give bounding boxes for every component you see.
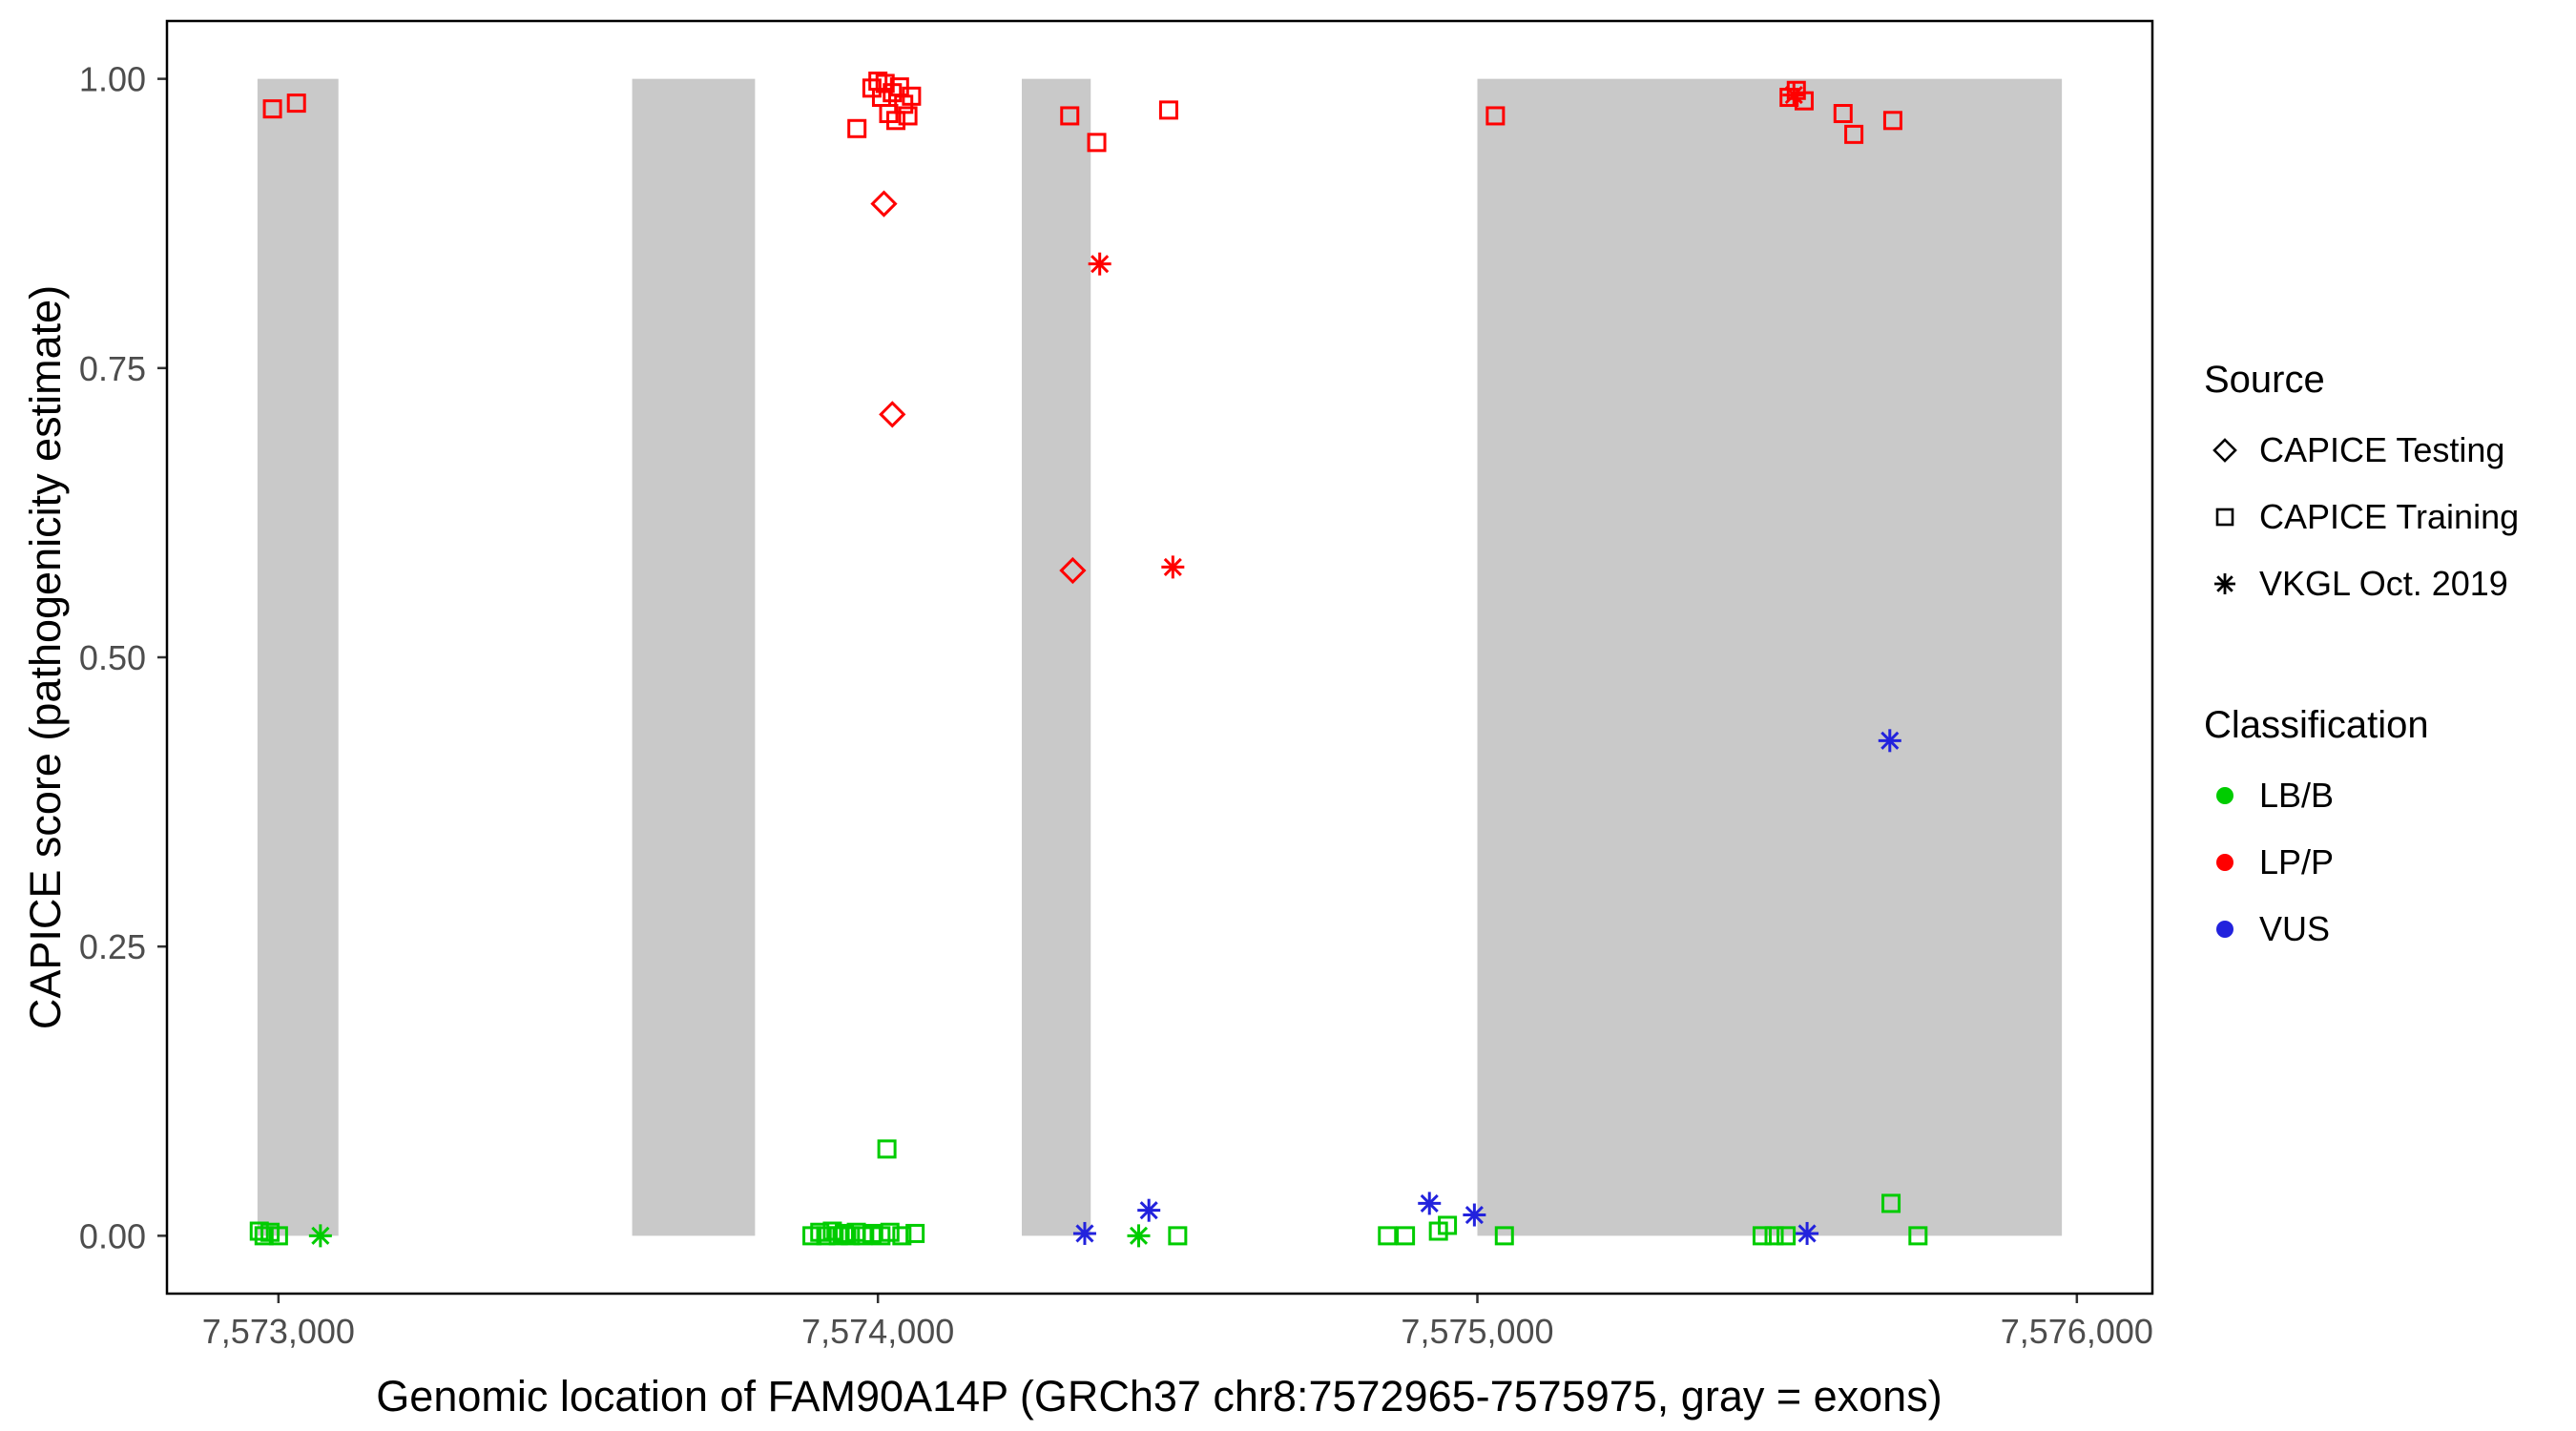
legend: Source CAPICE Testing CAPICE Training VKGL… <box>2204 358 2519 963</box>
data-point <box>828 1226 848 1246</box>
legend-item-source-capice-testing: CAPICE Testing <box>2204 417 2519 484</box>
data-point <box>1158 100 1178 120</box>
panel-border-rect <box>165 19 2154 1296</box>
data-point <box>268 1226 288 1246</box>
data-point <box>841 1226 861 1246</box>
data-point <box>1881 1193 1901 1213</box>
legend-item-class-lp-p: LP/P <box>2204 829 2519 896</box>
legend-item-source-capice-training: CAPICE Training <box>2204 484 2519 550</box>
color-dot-icon <box>2216 921 2233 938</box>
x-tick-label: 7,576,000 <box>2001 1312 2153 1351</box>
data-point <box>1418 1192 1442 1215</box>
diamond-icon <box>2212 438 2237 463</box>
exon-band <box>257 78 339 1236</box>
data-point <box>1438 1215 1458 1235</box>
x-axis-title: Genomic location of FAM90A14P (GRCh37 ch… <box>376 1372 1942 1421</box>
data-point <box>880 1222 900 1242</box>
data-point <box>1088 252 1111 276</box>
data-point <box>1494 1226 1514 1246</box>
legend-item-class-vus: VUS <box>2204 896 2519 963</box>
data-point <box>1908 1226 1928 1246</box>
legend-item-label: CAPICE Testing <box>2259 430 2505 469</box>
data-point <box>1378 1226 1398 1246</box>
data-point <box>1059 556 1087 585</box>
legend-item-label: VUS <box>2259 909 2331 948</box>
data-point <box>816 1226 836 1246</box>
data-point <box>249 1221 269 1241</box>
legend-item-label: VKGL Oct. 2019 <box>2259 564 2508 603</box>
data-point <box>1764 1226 1784 1246</box>
y-tick-label: 0.50 <box>79 638 146 677</box>
exon-band <box>1477 78 2063 1236</box>
data-point <box>1137 1198 1161 1222</box>
data-point <box>822 1221 842 1241</box>
axes: 7,573,000 7,574,000 7,575,000 7,576,000 0.00… <box>79 60 2153 1351</box>
data-point <box>1161 555 1185 579</box>
y-tick-label: 0.00 <box>79 1216 146 1255</box>
data-point <box>262 99 282 119</box>
data-point <box>1072 1221 1096 1245</box>
data-point <box>1396 1226 1416 1246</box>
data-point <box>870 190 898 218</box>
exon-band <box>632 78 756 1236</box>
legend-classification-entries: LB/B LP/P VUS <box>2204 762 2519 963</box>
panel-border <box>165 19 2154 1296</box>
x-tick-label: 7,573,000 <box>202 1312 355 1351</box>
data-point <box>1752 1226 1772 1246</box>
data-point <box>254 1226 274 1246</box>
data-point <box>902 86 922 106</box>
data-point <box>898 106 918 126</box>
data-point <box>1794 91 1814 111</box>
legend-source-title: Source <box>2204 359 2325 401</box>
data-point <box>847 118 867 138</box>
exon-bands <box>257 78 2063 1236</box>
exon-band <box>1021 78 1091 1236</box>
data-point <box>877 1139 897 1159</box>
x-tick-label: 7,574,000 <box>801 1312 954 1351</box>
legend-item-source-vkgl-oct-2019: VKGL Oct. 2019 <box>2204 550 2519 617</box>
data-point <box>1782 83 1806 107</box>
data-point <box>892 1226 912 1246</box>
legend-item-label: CAPICE Training <box>2259 497 2520 536</box>
data-point <box>1168 1226 1188 1246</box>
x-tick-label: 7,575,000 <box>1401 1312 1553 1351</box>
data-point <box>905 1223 925 1243</box>
legend-source-entries: CAPICE Testing CAPICE Training VKGL Oct. 2… <box>2204 417 2519 617</box>
data-point <box>1833 104 1853 124</box>
data-point <box>879 401 906 428</box>
data-point <box>1463 1203 1486 1227</box>
asterisk-icon <box>2214 573 2235 594</box>
legend-item-label: LB/B <box>2259 776 2335 815</box>
color-dot-icon <box>2216 787 2233 804</box>
square-icon <box>2215 508 2234 527</box>
data-point <box>1878 729 1901 753</box>
y-tick-label: 0.25 <box>79 927 146 966</box>
legend-item-label: LP/P <box>2259 842 2335 881</box>
data-point <box>1776 1226 1797 1246</box>
data-point <box>1485 106 1506 126</box>
data-point <box>1796 1221 1819 1245</box>
data-point <box>286 93 306 114</box>
data-points <box>249 72 1928 1248</box>
y-axis-title: CAPICE score (pathogenicity estimate) <box>21 284 70 1030</box>
data-point <box>1087 133 1107 153</box>
legend-classification-title: Classification <box>2204 704 2429 746</box>
y-tick-label: 1.00 <box>79 60 146 99</box>
data-point <box>1060 106 1080 126</box>
data-point <box>810 1222 830 1242</box>
data-point <box>835 1223 855 1243</box>
data-point <box>1844 124 1864 144</box>
legend-item-class-lb-b: LB/B <box>2204 762 2519 829</box>
data-point <box>1882 111 1902 131</box>
color-dot-icon <box>2216 854 2233 871</box>
y-tick-label: 0.75 <box>79 349 146 388</box>
data-point <box>1127 1224 1151 1248</box>
data-point <box>308 1224 332 1248</box>
